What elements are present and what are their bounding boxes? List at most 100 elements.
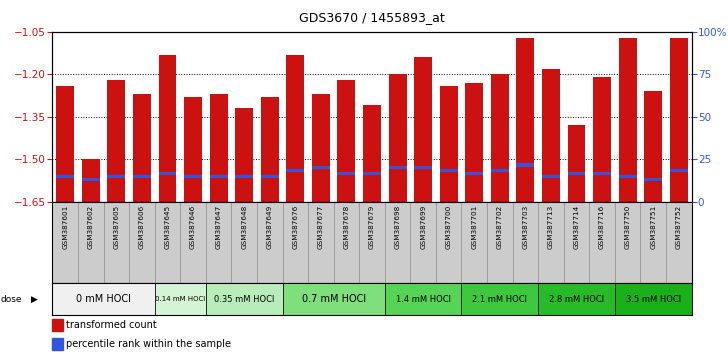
Bar — [181, 202, 206, 283]
Bar — [563, 202, 590, 283]
Bar — [363, 105, 381, 202]
Text: GSM387713: GSM387713 — [548, 205, 554, 249]
Bar — [286, 55, 304, 202]
Bar — [206, 283, 282, 315]
Bar — [487, 202, 513, 283]
Bar — [516, 38, 534, 202]
Bar — [338, 172, 355, 175]
Bar — [491, 169, 509, 172]
Bar — [436, 202, 462, 283]
Bar — [235, 108, 253, 202]
Bar — [82, 178, 100, 181]
Text: GSM387646: GSM387646 — [190, 205, 196, 249]
Bar — [52, 338, 63, 350]
Bar — [440, 86, 458, 202]
Text: 2.8 mM HOCl: 2.8 mM HOCl — [549, 295, 604, 304]
Bar — [359, 202, 385, 283]
Bar — [133, 175, 151, 178]
Bar — [282, 283, 385, 315]
Bar — [82, 159, 100, 202]
Text: GSM387678: GSM387678 — [344, 205, 349, 249]
Bar — [542, 175, 560, 178]
Bar — [538, 283, 615, 315]
Text: GSM387701: GSM387701 — [471, 205, 478, 249]
Bar — [56, 86, 74, 202]
Bar — [670, 38, 688, 202]
Bar — [78, 202, 103, 283]
Text: dose: dose — [1, 295, 23, 304]
Text: 3.5 mM HOCl: 3.5 mM HOCl — [625, 295, 681, 304]
Bar — [411, 202, 436, 283]
Bar — [133, 94, 151, 202]
Text: 0.14 mM HOCl: 0.14 mM HOCl — [155, 296, 205, 302]
Bar — [590, 202, 615, 283]
Text: GSM387699: GSM387699 — [420, 205, 426, 249]
Bar — [286, 169, 304, 172]
Text: GSM387679: GSM387679 — [369, 205, 375, 249]
Bar — [108, 80, 125, 202]
Bar — [465, 172, 483, 175]
Bar — [593, 172, 611, 175]
Text: GSM387751: GSM387751 — [650, 205, 656, 249]
Bar — [235, 175, 253, 178]
Bar — [666, 202, 692, 283]
Text: GSM387716: GSM387716 — [599, 205, 605, 249]
Bar — [184, 97, 202, 202]
Text: GSM387645: GSM387645 — [165, 205, 170, 249]
Text: ▶: ▶ — [31, 295, 38, 304]
Text: 0.35 mM HOCl: 0.35 mM HOCl — [214, 295, 274, 304]
Bar — [103, 202, 129, 283]
Bar — [619, 38, 636, 202]
Bar — [52, 319, 63, 331]
Bar — [206, 202, 232, 283]
Text: GSM387649: GSM387649 — [266, 205, 273, 249]
Text: GSM387602: GSM387602 — [88, 205, 94, 249]
Bar — [641, 202, 666, 283]
Bar — [491, 74, 509, 202]
Bar — [385, 202, 411, 283]
Bar — [154, 202, 181, 283]
Bar — [516, 164, 534, 166]
Bar — [338, 80, 355, 202]
Bar — [308, 202, 333, 283]
Bar — [56, 175, 74, 178]
Bar — [129, 202, 154, 283]
Text: transformed count: transformed count — [66, 320, 157, 330]
Text: 2.1 mM HOCl: 2.1 mM HOCl — [472, 295, 527, 304]
Bar — [538, 202, 563, 283]
Bar — [615, 283, 692, 315]
Text: 1.4 mM HOCl: 1.4 mM HOCl — [395, 295, 451, 304]
Bar — [462, 283, 538, 315]
Text: GSM387676: GSM387676 — [293, 205, 298, 249]
Bar — [210, 94, 228, 202]
Bar — [644, 91, 662, 202]
Bar — [52, 283, 154, 315]
Bar — [312, 94, 330, 202]
Bar — [389, 166, 406, 169]
Bar — [261, 97, 279, 202]
Text: GSM387648: GSM387648 — [241, 205, 248, 249]
Text: GSM387647: GSM387647 — [215, 205, 221, 249]
Text: GSM387714: GSM387714 — [574, 205, 579, 249]
Bar — [593, 77, 611, 202]
Text: 0 mM HOCl: 0 mM HOCl — [76, 294, 131, 304]
Bar — [184, 175, 202, 178]
Bar — [333, 202, 359, 283]
Text: GSM387702: GSM387702 — [496, 205, 503, 249]
Bar — [440, 169, 458, 172]
Text: GSM387606: GSM387606 — [139, 205, 145, 249]
Text: GSM387698: GSM387698 — [395, 205, 400, 249]
Bar — [363, 172, 381, 175]
Bar — [108, 175, 125, 178]
Bar — [159, 172, 176, 175]
Bar — [385, 283, 462, 315]
Bar — [282, 202, 308, 283]
Bar — [312, 166, 330, 169]
Text: GSM387752: GSM387752 — [676, 205, 682, 249]
Bar — [52, 202, 78, 283]
Bar — [615, 202, 641, 283]
Bar — [513, 202, 538, 283]
Bar — [568, 172, 585, 175]
Bar — [159, 55, 176, 202]
Text: GSM387750: GSM387750 — [625, 205, 630, 249]
